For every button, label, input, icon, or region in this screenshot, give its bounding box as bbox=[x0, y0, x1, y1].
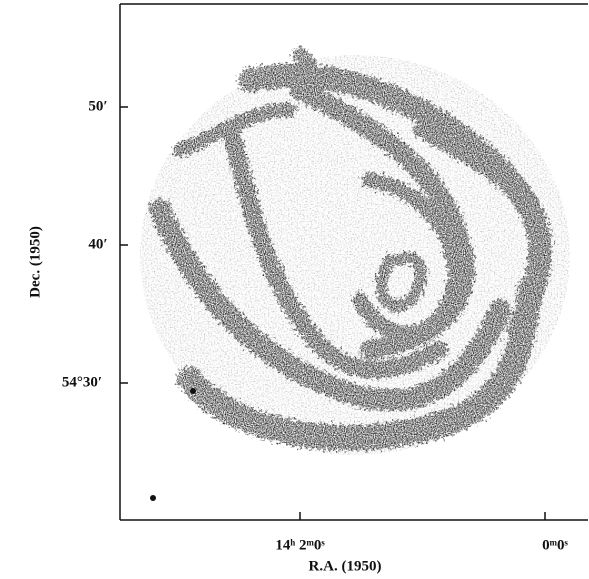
galaxy-image bbox=[140, 47, 570, 501]
y-tick-label: 54°30′ bbox=[62, 374, 102, 390]
x-tick-label: 0ᵐ0ˢ bbox=[542, 537, 568, 553]
x-axis-label: R.A. (1950) bbox=[309, 558, 382, 574]
point-source bbox=[190, 388, 196, 394]
y-axis-label: Dec. (1950) bbox=[27, 226, 43, 298]
point-source bbox=[150, 495, 156, 501]
y-tick-label: 50′ bbox=[88, 98, 107, 114]
y-tick-label: 40′ bbox=[88, 236, 107, 252]
spiral-arms bbox=[149, 47, 552, 451]
axes-frame bbox=[119, 3, 588, 521]
x-tick-label: 14ʰ 2ᵐ0ˢ bbox=[275, 537, 325, 553]
